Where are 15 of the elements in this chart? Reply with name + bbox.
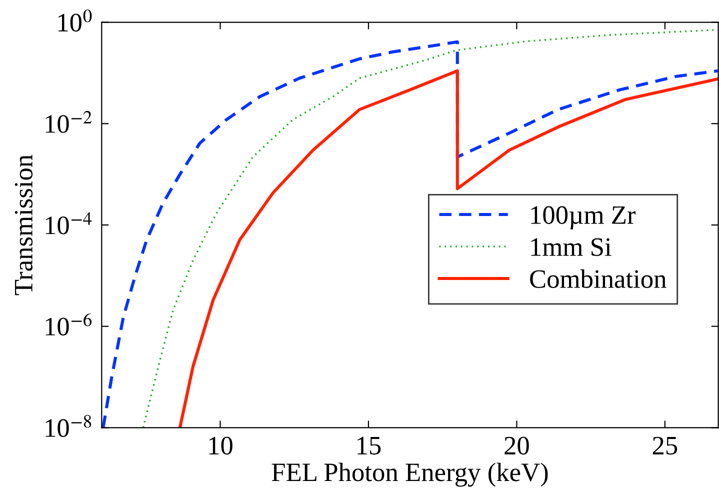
y-tick-label: 10$^{−2}$ <box>46 110 92 133</box>
y-tick-label: 10$^{−8}$ <box>46 414 92 437</box>
y-tick-label: 10$^{0}$ <box>58 10 92 32</box>
x-tick-label: 15 <box>358 436 381 455</box>
y-axis-title: Transmission <box>14 154 33 296</box>
x-tick-label: 20 <box>504 436 529 455</box>
legend-label: Combination <box>530 269 666 288</box>
x-axis-title: FEL Photon Energy (keV) <box>272 462 548 487</box>
legend-label: 100µm Zr <box>531 206 636 230</box>
line-series <box>178 69 718 428</box>
x-tick-label: 25 <box>652 436 678 455</box>
y-tick-label: 10$^{−4}$ <box>46 212 92 234</box>
x-tick-label: 10 <box>209 436 232 455</box>
y-tick-label: 10$^{−6}$ <box>46 313 92 336</box>
legend-label: 1mm Si <box>531 238 612 256</box>
